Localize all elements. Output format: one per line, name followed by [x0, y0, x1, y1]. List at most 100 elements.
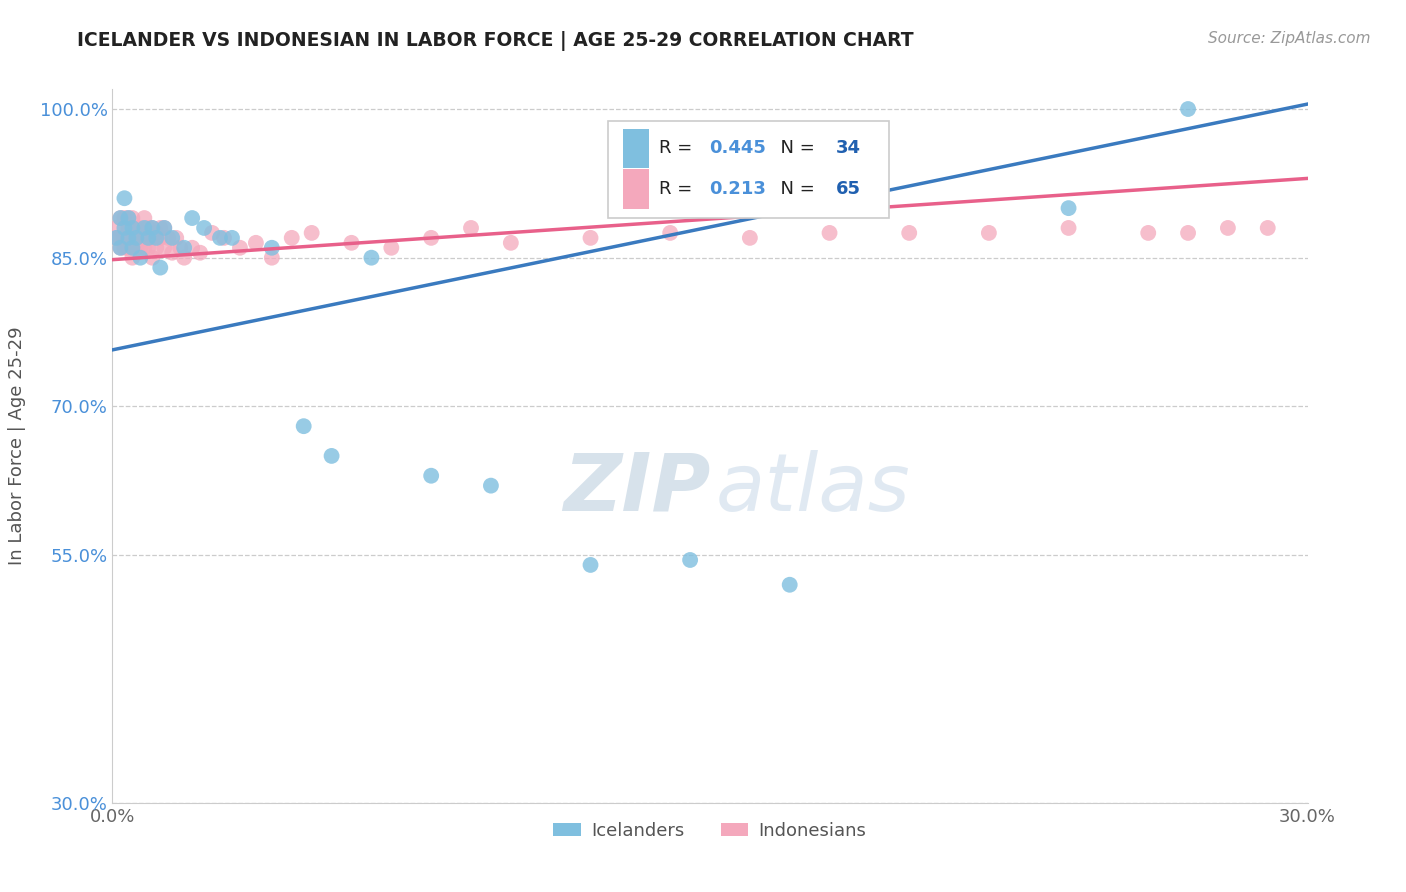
- Point: [129, 251, 152, 265]
- Point: [659, 226, 682, 240]
- Point: [420, 468, 443, 483]
- Point: [141, 221, 163, 235]
- Point: [977, 226, 1000, 240]
- Point: [153, 221, 176, 235]
- Point: [679, 553, 702, 567]
- Point: [301, 226, 323, 240]
- Point: [145, 226, 167, 240]
- Point: [1177, 102, 1199, 116]
- Point: [105, 231, 128, 245]
- Point: [209, 231, 232, 245]
- Text: R =: R =: [658, 180, 697, 198]
- Point: [420, 231, 443, 245]
- Text: N =: N =: [769, 139, 820, 157]
- Point: [738, 231, 761, 245]
- Point: [121, 251, 143, 265]
- Point: [110, 211, 132, 225]
- Point: [110, 241, 132, 255]
- Point: [165, 231, 187, 245]
- Point: [153, 221, 176, 235]
- Point: [114, 211, 135, 225]
- Point: [149, 221, 172, 235]
- Point: [125, 231, 148, 245]
- Point: [141, 221, 163, 235]
- Point: [360, 251, 382, 265]
- Text: atlas: atlas: [716, 450, 911, 528]
- Point: [321, 449, 343, 463]
- Point: [149, 260, 172, 275]
- Point: [138, 231, 160, 245]
- Point: [260, 251, 283, 265]
- Point: [499, 235, 522, 250]
- Point: [201, 226, 224, 240]
- Text: 0.213: 0.213: [709, 180, 766, 198]
- Point: [114, 191, 135, 205]
- Point: [340, 235, 363, 250]
- Text: 34: 34: [835, 139, 860, 157]
- Point: [1257, 221, 1279, 235]
- Point: [114, 241, 135, 255]
- Point: [281, 231, 304, 245]
- Point: [162, 245, 183, 260]
- Point: [212, 231, 235, 245]
- Point: [110, 211, 132, 225]
- Point: [129, 221, 152, 235]
- Point: [110, 231, 132, 245]
- Point: [181, 211, 204, 225]
- Point: [125, 231, 148, 245]
- Point: [181, 241, 204, 255]
- Bar: [623, 128, 650, 168]
- Point: [188, 245, 211, 260]
- Point: [117, 211, 139, 225]
- Point: [292, 419, 315, 434]
- Point: [145, 231, 167, 245]
- Point: [157, 231, 180, 245]
- Point: [153, 241, 176, 255]
- Point: [1057, 221, 1080, 235]
- Point: [260, 241, 283, 255]
- Point: [129, 241, 152, 255]
- Point: [479, 478, 502, 492]
- Text: ZIP: ZIP: [562, 450, 710, 528]
- Point: [173, 251, 195, 265]
- Point: [114, 221, 135, 235]
- Point: [125, 221, 148, 235]
- Text: Source: ZipAtlas.com: Source: ZipAtlas.com: [1208, 31, 1371, 46]
- Point: [121, 211, 143, 225]
- Point: [138, 241, 160, 255]
- Point: [141, 251, 163, 265]
- Point: [818, 226, 841, 240]
- Text: N =: N =: [769, 180, 820, 198]
- Point: [221, 231, 243, 245]
- Point: [129, 231, 152, 245]
- Point: [579, 558, 602, 572]
- Text: 65: 65: [835, 180, 860, 198]
- Point: [779, 578, 801, 592]
- Point: [245, 235, 267, 250]
- Point: [1216, 221, 1239, 235]
- Point: [134, 211, 156, 225]
- Point: [121, 241, 143, 255]
- Point: [117, 231, 139, 245]
- Point: [169, 241, 191, 255]
- Point: [162, 231, 183, 245]
- Point: [105, 231, 128, 245]
- Point: [138, 221, 160, 235]
- Point: [145, 241, 167, 255]
- Text: ICELANDER VS INDONESIAN IN LABOR FORCE | AGE 25-29 CORRELATION CHART: ICELANDER VS INDONESIAN IN LABOR FORCE |…: [77, 31, 914, 51]
- Y-axis label: In Labor Force | Age 25-29: In Labor Force | Age 25-29: [7, 326, 25, 566]
- Point: [1137, 226, 1160, 240]
- Point: [121, 241, 143, 255]
- Point: [229, 241, 252, 255]
- Point: [173, 241, 195, 255]
- Point: [141, 231, 163, 245]
- Point: [460, 221, 482, 235]
- Text: 0.445: 0.445: [709, 139, 766, 157]
- Point: [117, 221, 139, 235]
- Point: [105, 221, 128, 235]
- Text: R =: R =: [658, 139, 697, 157]
- Point: [193, 221, 215, 235]
- Point: [1057, 201, 1080, 215]
- FancyBboxPatch shape: [609, 121, 889, 218]
- Point: [117, 211, 139, 225]
